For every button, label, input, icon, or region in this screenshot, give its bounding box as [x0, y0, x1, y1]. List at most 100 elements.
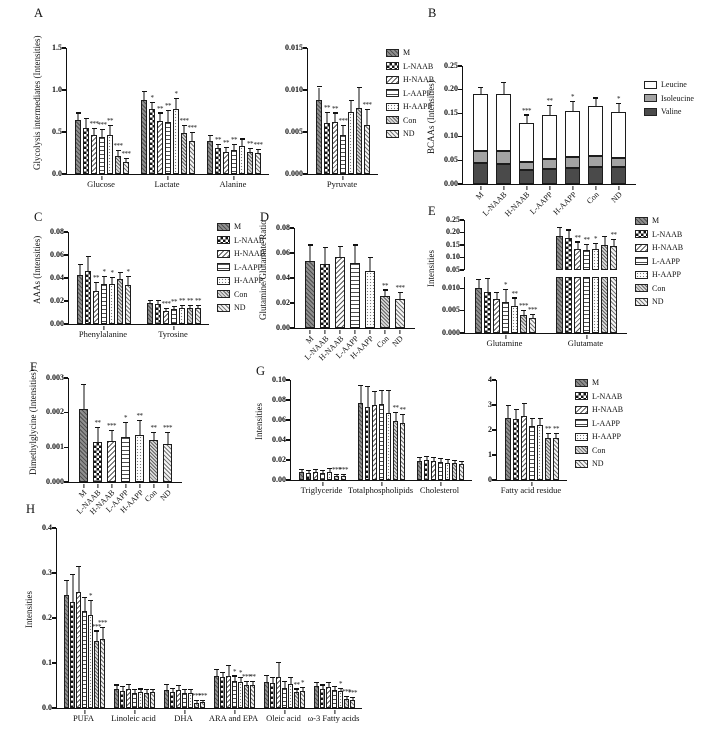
bar-segment-valine: [565, 167, 580, 184]
significance-label: ***: [113, 142, 124, 151]
significance-label: *: [571, 92, 575, 101]
error-bar: [66, 581, 67, 595]
error-bar-cap: [611, 238, 616, 240]
axis-tick: [52, 707, 56, 709]
bar-M: [475, 288, 482, 333]
error-bar: [189, 305, 191, 308]
bar-ND: [610, 277, 617, 333]
plot-area: ** *** * ** ** ***: [64, 377, 182, 488]
error-bar: [103, 276, 105, 284]
plot-area: **********: [286, 379, 472, 486]
significance-label: **: [545, 424, 552, 433]
significance-label: **: [610, 231, 618, 239]
plot-column: *** *** ** *** *** * ** ** * *** *** ** ** ** ** *** Glu…: [62, 32, 269, 189]
bar-Con: [520, 315, 527, 333]
panel-h: H Intensities 0.0 0.1 0.2 0.3 0.4 * *** *** *** **…: [22, 502, 414, 736]
legend-swatch: [386, 129, 399, 138]
error-bar-cap: [602, 235, 607, 237]
bar-L-AAPP: [332, 690, 337, 708]
bar-ND: [250, 685, 255, 708]
error-bar-cap: [150, 688, 155, 690]
legend-item: ND: [386, 129, 434, 138]
error-bar: [354, 245, 356, 263]
error-bar: [384, 290, 386, 296]
axis-tick: [460, 269, 464, 271]
error-bar-cap: [76, 566, 81, 568]
axis-tick: [571, 185, 574, 190]
error-bar-cap: [95, 427, 100, 429]
error-bar: [139, 421, 140, 436]
panel-f-letter: F: [30, 360, 37, 374]
error-bar: [350, 100, 352, 112]
bar-M: [147, 303, 153, 324]
bar-M: [316, 100, 322, 174]
category-label: Phenylalanine: [78, 329, 128, 339]
category-labels: PUFA Linoleic acid DHA ARA and EPA Oleic aci…: [56, 709, 361, 723]
axis-tick-label: 0.20: [444, 84, 458, 94]
bar-H-NAAB: [276, 677, 281, 708]
significance-label: **: [215, 135, 222, 144]
axis-tick: [64, 411, 68, 414]
error-bar: [175, 99, 177, 110]
significance-label: *: [174, 90, 179, 99]
group-label: Con: [374, 334, 391, 350]
bar-L-AAPP: [101, 283, 107, 324]
error-bar-cap: [187, 304, 193, 306]
error-bar: [153, 433, 154, 441]
axis-tick-label: 0.1: [42, 657, 52, 667]
axis-tick-label: 0.06: [50, 249, 64, 259]
error-bar-cap: [107, 125, 113, 127]
error-bar-cap: [348, 99, 354, 101]
error-bar-cap: [75, 112, 81, 114]
bar-M: [264, 682, 269, 708]
legend-label: L-NAAB: [652, 229, 683, 239]
axis-tick-label: 0.000: [285, 168, 303, 178]
category-label: Pyruvate: [326, 179, 358, 189]
bar-L-AAPP: [182, 693, 187, 708]
error-bar: [90, 601, 91, 615]
bar-H-AAPP: [188, 693, 193, 708]
y-axis-title: Glutamine/Glutamate Ratio: [258, 220, 268, 320]
legend-label: M: [652, 216, 660, 225]
axis-tick-label: 0.000: [442, 327, 460, 337]
error-bar-cap: [282, 681, 287, 683]
error-bar-cap: [513, 408, 519, 410]
plot-column: **********************ML-NAABH-NAABL-AAP…: [458, 50, 636, 229]
category-label: Glucose: [87, 179, 115, 189]
bar-H-AAPP: [338, 691, 343, 708]
error-bar-cap: [566, 229, 571, 231]
bar-segment-isoleucine: [588, 155, 603, 167]
bar-H-AAPP: [179, 307, 185, 324]
axis-tick: [233, 175, 235, 180]
error-bar-cap: [356, 87, 362, 89]
axis-tick: [617, 185, 620, 190]
significance-label: **: [583, 236, 591, 244]
error-bar: [302, 688, 303, 691]
bar-L-NAAB: [324, 122, 330, 174]
significance-label: **: [399, 406, 407, 414]
legend-label: H-NAAB: [403, 75, 435, 84]
panel-b: B BCAAs (Intensities) 0.00 0.05 0.10 0.15 0.2…: [424, 6, 706, 218]
error-bar-cap: [557, 227, 562, 229]
bar-ND: [364, 125, 370, 174]
axis-tick: [492, 454, 496, 456]
error-bar-cap: [341, 473, 346, 475]
error-bar-cap: [109, 429, 114, 432]
significance-label: ***: [97, 121, 108, 130]
legend-swatch: [575, 392, 588, 400]
legend-label: H-AAPP: [652, 270, 681, 279]
error-bar: [572, 101, 573, 111]
category-label: Linoleic acid: [111, 713, 156, 723]
error-bar: [217, 144, 219, 148]
error-bar-cap: [367, 256, 373, 258]
bar-H-AAPP: [238, 681, 243, 708]
y-axis-title: Intensities: [254, 403, 264, 441]
axis-tick: [342, 175, 344, 180]
legend-label: H-AAPP: [403, 102, 432, 111]
axis-tick-label: 0.005: [285, 126, 303, 136]
y-axis: 0.00 0.02 0.04 0.06 0.08: [44, 216, 68, 327]
error-bar: [526, 115, 527, 124]
category-labels: Fatty acid residue: [496, 481, 566, 495]
axis-tick: [458, 65, 462, 67]
legend-swatch: [217, 276, 230, 285]
